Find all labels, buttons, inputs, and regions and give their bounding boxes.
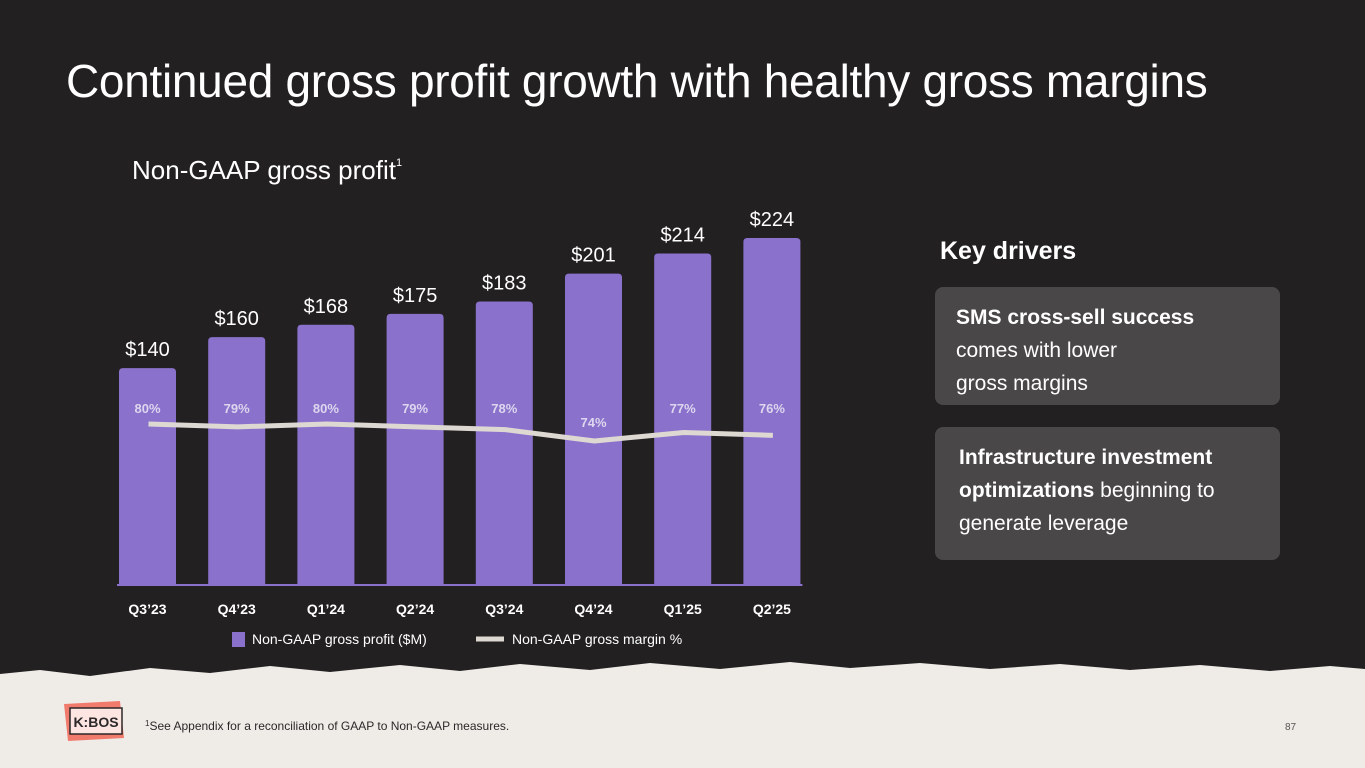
legend-line-label: Non-GAAP gross margin % [512,631,682,647]
category-tick-label: Q4’23 [218,601,256,617]
bar-value-label: $168 [304,296,349,318]
bar-value-label: $183 [482,273,527,295]
margin-value-label: 74% [580,415,606,430]
bar-value-label: $175 [393,285,438,307]
margin-value-label: 80% [313,401,339,416]
card1-line2: comes with lower [956,339,1118,362]
bar-value-label: $214 [660,224,705,246]
chart-title-text: Non-GAAP gross profit [132,155,396,185]
category-tick-label: Q3’23 [128,601,166,617]
key-drivers-heading: Key drivers [940,237,1077,265]
chart-title-footnote: 1 [395,157,403,169]
page-number: 87 [1285,722,1297,733]
legend-bar-swatch [232,632,245,647]
page-title: Continued gross profit growth with healt… [66,55,1208,107]
footnote: 1See Appendix for a reconciliation of GA… [145,719,509,733]
category-tick-label: Q2’24 [396,601,434,617]
category-tick-label: Q1’24 [307,601,345,617]
margin-line [148,421,773,444]
margin-value-label: 79% [402,401,428,416]
footer-torn-paper [0,662,1365,768]
card2-line3: generate leverage [959,512,1129,535]
bar [743,238,801,585]
legend-bar-label: Non-GAAP gross profit ($M) [252,631,427,647]
bar-value-label: $224 [750,209,795,231]
footnote-marker: 1 [145,719,150,728]
card2-rest2: beginning to [1094,479,1215,502]
footnote-text: See Appendix for a reconciliation of GAA… [149,719,510,733]
bar [565,273,622,585]
card1-bold: SMS cross-sell success [956,306,1195,329]
logo-text: K:BOS [73,714,118,730]
bar [475,301,533,585]
category-tick-label: Q3’24 [485,601,523,617]
category-tick-label: Q2’25 [753,601,791,617]
margin-value-label: 77% [670,401,696,416]
driver-card-infrastructure: Infrastructure investment optimizations … [935,427,1280,560]
bar-value-label: $160 [214,308,259,330]
category-tick-label: Q1’25 [664,601,702,617]
category-tick-label: Q4’24 [574,601,612,617]
driver-card-sms: SMS cross-sell success comes with lower … [935,287,1280,405]
bar [386,313,444,585]
card1-line3: gross margins [956,372,1088,395]
margin-value-label: 80% [134,401,160,416]
chart-title: Non-GAAP gross profit1 [132,155,402,186]
kbos-logo: K:BOS [64,701,124,741]
margin-value-label: 76% [759,401,785,416]
margin-value-label: 79% [224,401,250,416]
bar [654,253,712,585]
bar [297,324,355,585]
bar [208,337,266,585]
card2-bold1: Infrastructure investment [959,446,1213,469]
bar-value-label: $201 [571,245,616,267]
margin-value-label: 78% [491,401,517,416]
bar-value-label: $140 [125,339,170,361]
card2-bold2: optimizations [959,479,1095,502]
